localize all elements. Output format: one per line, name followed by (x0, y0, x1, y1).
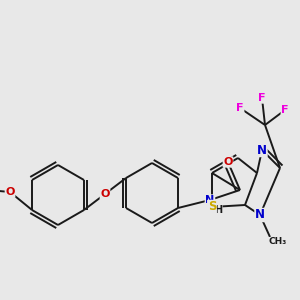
Text: N: N (206, 195, 214, 205)
Text: S: S (208, 200, 216, 214)
Text: N: N (257, 143, 267, 157)
Text: O: O (223, 157, 233, 167)
Text: F: F (258, 93, 266, 103)
Text: N: N (255, 208, 265, 221)
Text: O: O (100, 189, 110, 199)
Text: F: F (236, 103, 244, 113)
Text: O: O (5, 187, 15, 197)
Text: F: F (281, 105, 289, 115)
Text: H: H (214, 205, 222, 215)
Text: CH₃: CH₃ (269, 238, 287, 247)
